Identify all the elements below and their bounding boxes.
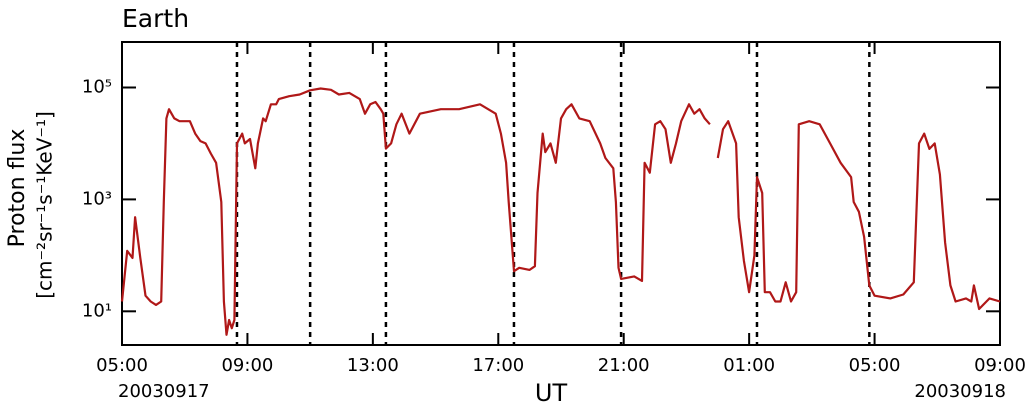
- y-tick-label: 10¹: [82, 300, 112, 321]
- end-date: 20030918: [914, 381, 1006, 402]
- data-line: [120, 87, 1001, 336]
- start-date: 20030917: [118, 381, 210, 402]
- x-tick-label: 05:00: [96, 355, 148, 376]
- y-tick-label: 10⁵: [82, 76, 112, 97]
- x-tick-label: 05:00: [849, 355, 901, 376]
- x-tick-label: 01:00: [723, 355, 775, 376]
- x-axis-label: UT: [535, 379, 568, 407]
- plot-frame: [121, 41, 1001, 346]
- y-tick-label: 10³: [82, 188, 112, 209]
- x-tick-label: 09:00: [974, 355, 1026, 376]
- chart-title: Earth: [122, 4, 189, 33]
- y-axis-label: Proton flux: [5, 129, 30, 248]
- x-tick-label: 21:00: [598, 355, 650, 376]
- y-axis-unit: [cm⁻²sr⁻¹s⁻¹KeV⁻¹]: [33, 111, 57, 299]
- x-tick-label: 13:00: [347, 355, 399, 376]
- x-tick-label: 17:00: [472, 355, 524, 376]
- x-tick-label: 09:00: [221, 355, 273, 376]
